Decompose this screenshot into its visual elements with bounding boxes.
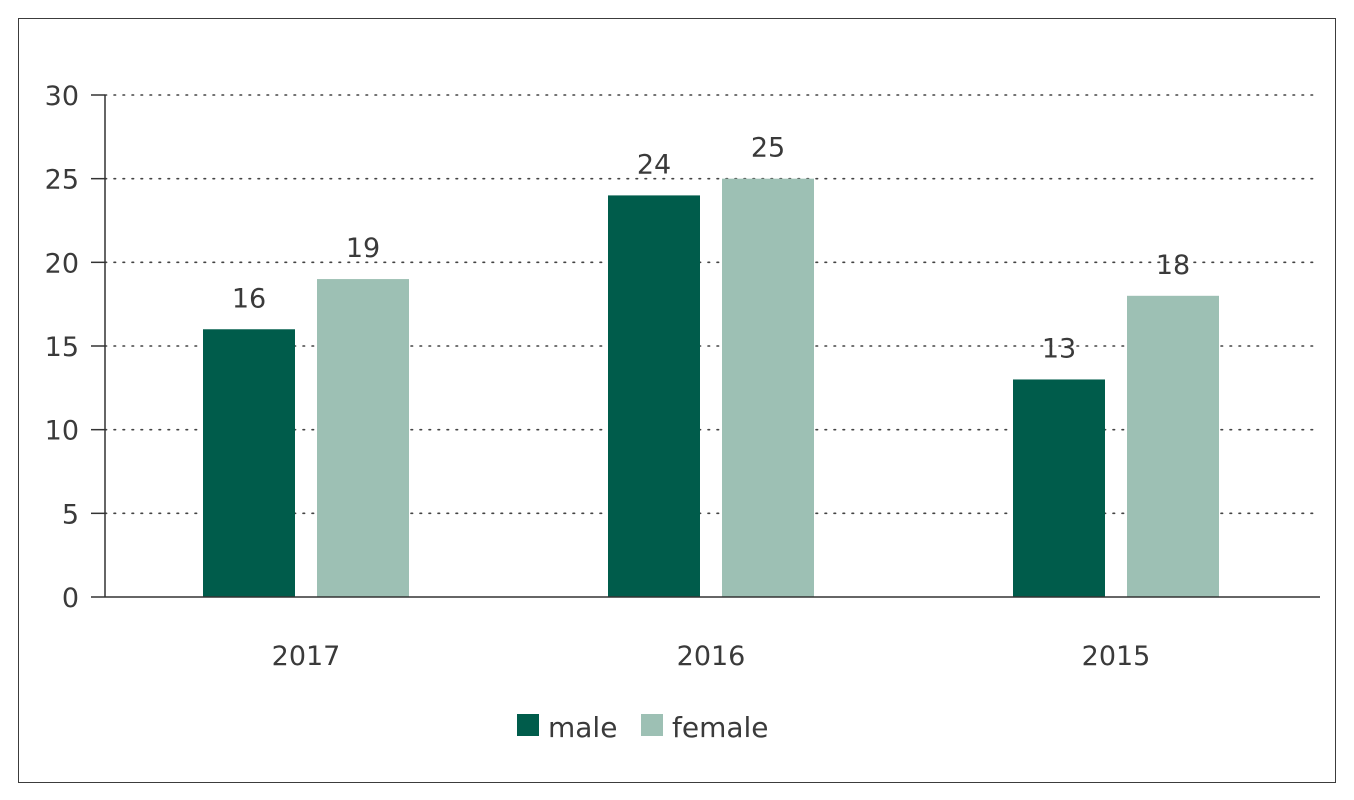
y-tick-label-5: 5 (62, 499, 79, 530)
y-tick-label-25: 25 (45, 165, 79, 196)
data-label-male-2016: 24 (637, 149, 671, 180)
x-category-label-2017: 2017 (272, 641, 341, 672)
y-tick-label-30: 30 (45, 81, 79, 112)
data-label-female-2017: 19 (346, 233, 380, 264)
x-category-label-2016: 2016 (677, 641, 746, 672)
y-tick-label-15: 15 (45, 332, 79, 363)
bar-female-2017 (317, 279, 409, 597)
data-label-male-2015: 13 (1042, 333, 1076, 364)
legend-swatch-female (641, 714, 663, 736)
bar-female-2016 (722, 178, 814, 597)
bar-male-2017 (203, 329, 295, 597)
x-category-label-2015: 2015 (1082, 641, 1151, 672)
y-tick-label-20: 20 (45, 248, 79, 279)
y-tick-label-0: 0 (62, 583, 79, 614)
data-label-female-2016: 25 (751, 133, 785, 164)
legend-swatch-male (517, 714, 539, 736)
bar-male-2015 (1013, 379, 1105, 597)
data-label-female-2015: 18 (1156, 250, 1190, 281)
data-label-male-2017: 16 (232, 283, 266, 314)
bar-male-2016 (608, 195, 700, 597)
legend-label-female: female (672, 711, 769, 744)
legend-label-male: male (548, 711, 617, 744)
y-tick-label-10: 10 (45, 416, 79, 447)
bar-female-2015 (1127, 295, 1219, 597)
